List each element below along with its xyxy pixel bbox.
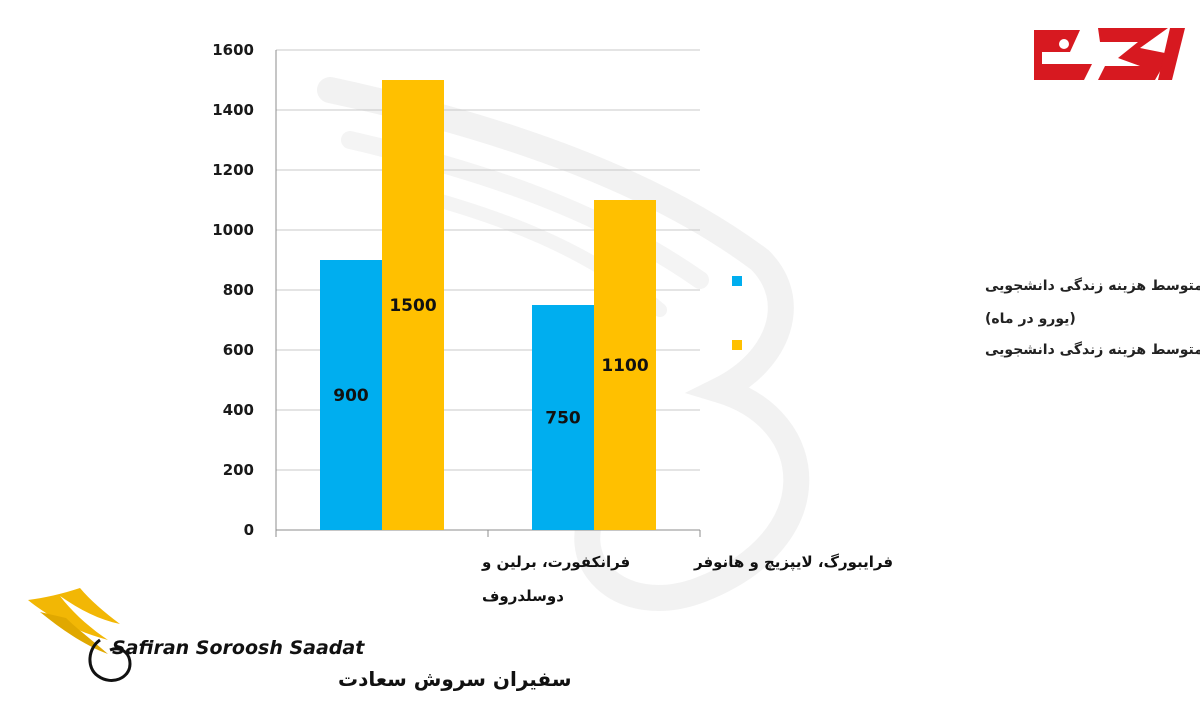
category-label: فرانکفورت، برلین و: [481, 553, 630, 571]
logo-gold-wing-inner: [40, 612, 108, 654]
y-tick-label: 800: [223, 281, 254, 299]
logo-red-swoosh-right: [1158, 28, 1185, 80]
top-right-logo: [1034, 28, 1185, 80]
legend-label-series-1: متوسط هزینه زندگی دانشجویی: [985, 277, 1200, 294]
legend: متوسط هزینه زندگی دانشجویی (یورو در ماه)…: [732, 276, 1200, 358]
data-labels: 900 1500 750 1100: [333, 296, 649, 429]
y-tick-label: 1600: [212, 41, 254, 59]
y-tick-label: 200: [223, 461, 254, 479]
data-label: 1100: [601, 356, 648, 376]
y-tick-label: 600: [223, 341, 254, 359]
data-label: 750: [545, 409, 581, 429]
y-tick-label: 0: [244, 521, 254, 539]
x-axis: فرانکفورت، برلین و دوسلدروف فرایبورگ، لایپ…: [481, 553, 893, 605]
legend-label-series-2: متوسط هزینه زندگی دانشجویی: [985, 341, 1200, 358]
legend-swatch-series-1: [732, 276, 742, 286]
logo-black-swirl: [88, 638, 132, 682]
brand-name-persian: سفیران سروش سعادت: [338, 667, 572, 691]
brand-name-latin: Safiran Soroosh Saadat: [112, 637, 365, 659]
brand-logo: Safiran Soroosh Saadat سفیران سروش سعادت: [28, 588, 572, 691]
bar-series-1-category-2: [532, 305, 594, 530]
legend-label-series-1-line-2: (یورو در ماه): [985, 311, 1076, 327]
bars: [320, 80, 656, 530]
bar-series-2-category-2: [594, 200, 656, 530]
data-label: 900: [333, 386, 369, 406]
bar-series-1-category-1: [320, 260, 382, 530]
logo-white-dot: [1059, 39, 1069, 49]
data-label: 1500: [389, 296, 436, 316]
legend-swatch-series-2: [732, 340, 742, 350]
logo-red-swoosh-middle: [1098, 28, 1170, 80]
logo-gold-wing: [28, 588, 120, 640]
category-label: دوسلدروف: [482, 587, 564, 605]
y-axis: 0 200 400 600 800 1000 1200 1400 1600: [212, 41, 254, 539]
y-tick-label: 1400: [212, 101, 254, 119]
y-tick-label: 1000: [212, 221, 254, 239]
y-tick-label: 1200: [212, 161, 254, 179]
category-label: فرایبورگ، لایپزیچ و هانوفر: [693, 553, 893, 572]
bar-series-2-category-1: [382, 80, 444, 530]
y-tick-label: 400: [223, 401, 254, 419]
logo-red-swoosh-left: [1034, 30, 1092, 80]
